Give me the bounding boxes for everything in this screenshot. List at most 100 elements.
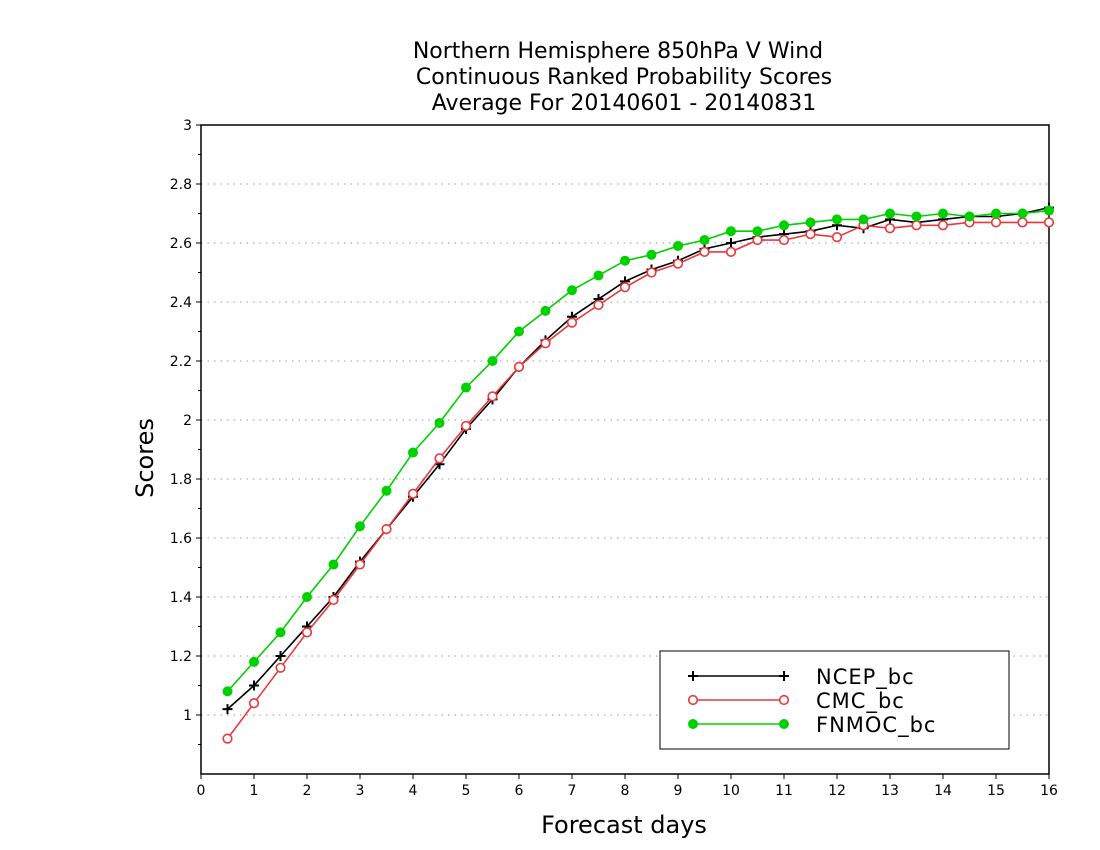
data-point — [222, 686, 233, 697]
data-point — [699, 235, 710, 246]
x-tick-label: 9 — [674, 783, 683, 799]
legend-entry: NCEP_bc — [688, 665, 915, 690]
data-point — [249, 680, 259, 691]
legend-label: NCEP_bc — [816, 665, 915, 690]
data-point — [460, 420, 472, 432]
data-point — [726, 226, 736, 237]
data-point — [911, 220, 922, 231]
x-tick-label: 16 — [1040, 783, 1058, 799]
data-point — [805, 229, 816, 240]
y-tick-label: 1.6 — [170, 531, 192, 547]
data-point — [275, 662, 286, 673]
x-tick-label: 4 — [409, 783, 418, 799]
data-point — [937, 220, 949, 231]
legend-entry: CMC_bc — [687, 689, 905, 714]
data-point — [673, 240, 683, 251]
data-point — [778, 234, 790, 246]
data-point — [752, 226, 763, 237]
data-point — [381, 524, 392, 535]
data-point — [990, 217, 1002, 228]
data-point — [672, 258, 684, 269]
data-point — [513, 361, 525, 373]
x-tick-label: 3 — [356, 783, 365, 799]
data-point — [725, 246, 737, 257]
data-point — [779, 220, 789, 231]
x-axis: 0 1 2 3 4 5 6 7 8 9 10 11 12 13 14 15 16 — [197, 774, 1058, 799]
data-point — [646, 267, 657, 278]
x-tick-label: 5 — [462, 783, 471, 799]
data-point — [248, 698, 260, 709]
y-tick-label: 1.8 — [170, 472, 192, 488]
data-point — [1043, 217, 1055, 228]
x-tick-label: 7 — [568, 783, 577, 799]
title-line-1: Northern Hemisphere 850hPa V Wind — [413, 39, 823, 64]
data-point — [1044, 205, 1054, 216]
y-tick-label: 2 — [183, 413, 192, 429]
series-cmc-bc — [222, 217, 1055, 744]
x-axis-label: Forecast days — [541, 811, 707, 839]
data-point — [566, 317, 578, 328]
data-point — [487, 391, 498, 402]
data-point — [275, 627, 286, 638]
data-point — [408, 447, 418, 458]
y-tick-label: 3 — [183, 118, 192, 134]
data-point — [620, 255, 630, 266]
data-point — [884, 223, 896, 234]
legend-marker — [688, 719, 698, 729]
legend-marker — [778, 694, 790, 706]
data-point — [938, 208, 948, 219]
data-point — [540, 338, 551, 349]
data-point — [328, 559, 339, 570]
data-point — [355, 521, 365, 532]
data-point — [301, 627, 313, 638]
legend-marker — [687, 694, 699, 706]
data-point — [911, 211, 922, 222]
data-point — [407, 488, 419, 499]
series-line — [226, 206, 1050, 710]
chart-title: Northern Hemisphere 850hPa V Wind Contin… — [413, 39, 832, 116]
legend-label: FNMOC_bc — [816, 713, 936, 738]
y-tick-label: 1.4 — [170, 590, 192, 606]
y-axis: 1 1.2 1.4 1.6 1.8 2 2.2 2.4 2.6 2.8 3 — [170, 118, 201, 745]
x-tick-label: 8 — [621, 783, 630, 799]
data-point — [1017, 208, 1028, 219]
data-point — [858, 214, 869, 225]
series-line — [226, 209, 1050, 692]
data-point — [434, 417, 445, 428]
data-point — [991, 208, 1001, 219]
data-point — [302, 592, 312, 602]
data-point — [885, 208, 895, 219]
data-point — [222, 704, 233, 715]
series-fnmoc-bc — [222, 205, 1054, 697]
y-tick-label: 2.4 — [170, 295, 192, 311]
legend-marker — [779, 671, 789, 681]
data-point — [275, 651, 286, 661]
data-point — [726, 238, 736, 248]
data-point — [646, 249, 657, 260]
data-point — [487, 356, 498, 366]
legend-label: CMC_bc — [816, 689, 905, 714]
legend-entry: FNMOC_bc — [688, 713, 936, 738]
data-point — [831, 232, 843, 243]
data-point — [593, 270, 604, 281]
x-tick-label: 15 — [987, 783, 1005, 799]
legend-marker — [779, 719, 789, 729]
data-point — [805, 217, 816, 228]
title-line-2: Continuous Ranked Probability Scores — [416, 65, 832, 90]
data-point — [593, 299, 604, 311]
x-tick-label: 11 — [775, 783, 793, 799]
data-point — [381, 485, 392, 496]
x-tick-label: 12 — [828, 783, 846, 799]
x-tick-label: 0 — [197, 783, 206, 799]
series-layer — [222, 202, 1055, 744]
data-point — [249, 656, 259, 667]
data-point — [354, 559, 366, 570]
legend-marker — [688, 671, 698, 681]
title-line-3: Average For 20140601 - 20140831 — [432, 91, 817, 116]
gridlines — [201, 183, 1049, 716]
x-tick-label: 10 — [722, 783, 740, 799]
data-point — [514, 326, 524, 337]
data-point — [964, 211, 975, 222]
y-tick-label: 2.8 — [170, 177, 192, 193]
